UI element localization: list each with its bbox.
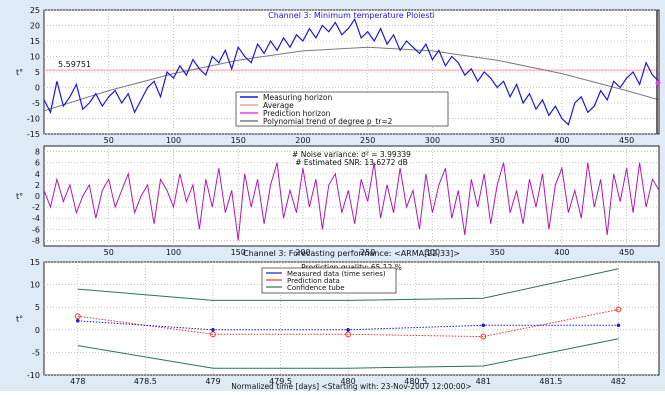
measured-point <box>75 318 80 323</box>
y-tick-label: -4 <box>32 214 40 223</box>
confidence-upper <box>77 268 619 301</box>
prediction-point <box>615 306 622 313</box>
x-tick-label: 300 <box>425 248 440 257</box>
legend-box <box>235 91 449 127</box>
measured-point <box>616 323 621 328</box>
y-axis-label: t° <box>16 192 23 201</box>
y-axis-label: t° <box>16 68 23 77</box>
x-tick-label: 250 <box>360 136 375 145</box>
x-tick-label: 482 <box>611 377 626 386</box>
y-tick-label: 10 <box>30 281 40 290</box>
y-tick-label: -8 <box>32 236 40 245</box>
y-tick-label: -10 <box>27 115 40 124</box>
x-tick-label: 200 <box>295 248 310 257</box>
measured-point <box>211 328 215 332</box>
x-tick-label: 450 <box>619 136 634 145</box>
x-tick-label: 200 <box>295 136 310 145</box>
x-tick-label: 100 <box>166 248 181 257</box>
measuring-series-line <box>43 17 660 126</box>
x-tick-label: 300 <box>425 136 440 145</box>
x-tick-label: 250 <box>360 248 375 257</box>
legend-box <box>261 267 397 294</box>
grid-1 <box>44 9 659 135</box>
prediction-point <box>655 80 661 86</box>
x-tick-label: 450 <box>619 248 634 257</box>
y-tick-label: 20 <box>30 22 40 31</box>
x-tick-label: 479.5 <box>269 377 292 386</box>
x-tick-label: 150 <box>231 136 246 145</box>
legend-label: Confidence tube <box>287 284 345 292</box>
x-tick-label: 350 <box>490 136 505 145</box>
y-tick-label: 15 <box>30 37 40 46</box>
y-tick-label: 0 <box>35 192 40 201</box>
measured-point <box>346 328 350 332</box>
x-tick-label: 100 <box>166 136 181 145</box>
y-axis-label: t° <box>16 315 23 324</box>
x-tick-label: 481 <box>476 377 491 386</box>
y-tick-label: 2 <box>35 181 40 190</box>
x-tick-label: 480.5 <box>404 377 427 386</box>
x-tick-label: 50 <box>104 136 114 145</box>
legend-label: Prediction horizon <box>263 109 331 118</box>
x-tick-label: 350 <box>490 248 505 257</box>
x-tick-label: 400 <box>554 136 569 145</box>
prediction-line <box>77 309 619 338</box>
x-tick-label: 478 <box>70 377 85 386</box>
legend-label: Measured data (time series) <box>287 270 386 278</box>
y-tick-label: -6 <box>32 225 40 234</box>
x-tick-label: 400 <box>554 248 569 257</box>
x-tick-label: 150 <box>231 248 246 257</box>
legend-3: Measured data (time series)Prediction da… <box>261 267 397 294</box>
trend-line <box>43 46 660 112</box>
chart-title: Channel 3: Forecasting performance: <ARM… <box>243 249 460 258</box>
y-tick-label: 15 <box>30 258 40 267</box>
grid-2 <box>44 146 659 246</box>
legend-label: Prediction data <box>287 277 340 285</box>
y-tick-label: 0 <box>35 84 40 93</box>
y-tick-label: -15 <box>27 130 40 139</box>
y-tick-label: 25 <box>30 6 40 15</box>
average-label: 5.59751 <box>58 60 91 69</box>
prediction-point <box>210 331 216 338</box>
y-tick-label: -10 <box>27 371 40 380</box>
prediction-point <box>480 333 487 340</box>
y-tick-label: -2 <box>32 203 40 212</box>
noise-series-line <box>43 162 660 241</box>
x-tick-label: 479 <box>205 377 220 386</box>
legend-label: Measuring horizon <box>263 93 332 102</box>
x-tick-label: 480 <box>340 377 355 386</box>
legend-label: Average <box>263 101 294 110</box>
legend-label: Polynomial trend of degree p_tr=2 <box>263 117 393 126</box>
measured-point <box>481 323 486 328</box>
noise-annotation: # Noise variance: σ² = 3.99339 <box>292 150 411 159</box>
prediction-point <box>74 313 81 320</box>
y-tick-label: 6 <box>35 159 40 168</box>
y-tick-label: 8 <box>35 148 40 157</box>
x-tick-label: 481.5 <box>539 377 562 386</box>
y-tick-label: 10 <box>30 53 40 62</box>
y-tick-label: -5 <box>32 99 40 108</box>
y-tick-label: 0 <box>35 326 40 335</box>
x-tick-label: 478.5 <box>134 377 157 386</box>
y-tick-label: -5 <box>32 348 40 357</box>
prediction-point <box>345 331 352 338</box>
chart-subtitle: Prediction quality: 65.12 % <box>301 263 402 272</box>
y-tick-label: 5 <box>35 68 40 77</box>
chart-title: Channel 3: Minimum temperature Ploiesti <box>268 11 435 20</box>
x-axis-label: Normalized time [days] <Starting with: 2… <box>231 382 471 391</box>
x-tick-label: 50 <box>104 248 114 257</box>
y-tick-label: 4 <box>35 170 40 179</box>
noise-annotation: # Estimated SNR: 13.6272 dB <box>295 158 408 167</box>
confidence-lower <box>77 338 619 369</box>
y-tick-label: 5 <box>35 303 40 312</box>
